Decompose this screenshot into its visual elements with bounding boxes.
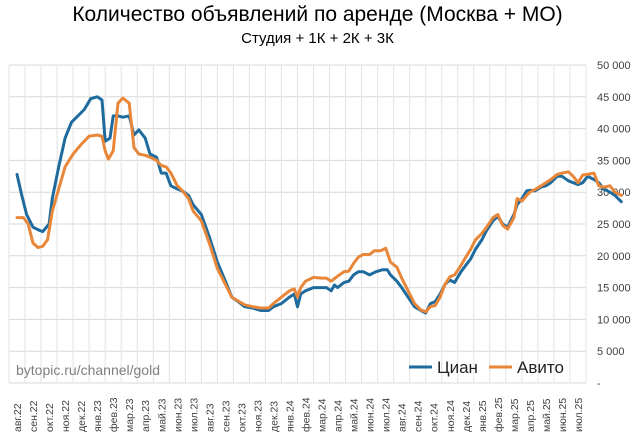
x-tick-label: мар.23 bbox=[124, 398, 136, 432]
x-tick-label: ноя.23 bbox=[252, 400, 264, 432]
x-tick-label: дек.23 bbox=[268, 401, 280, 432]
y-tick-label: 15 000 bbox=[597, 283, 631, 295]
series-line-avito bbox=[15, 96, 623, 314]
x-tick-label: авг.24 bbox=[397, 403, 409, 432]
x-tick-label: июн.24 bbox=[365, 398, 377, 432]
x-tick-label: июл.23 bbox=[188, 398, 200, 432]
x-tick-label: май.23 bbox=[156, 398, 168, 432]
x-tick-label: май.25 bbox=[541, 398, 553, 432]
x-tick-label: авг.23 bbox=[204, 403, 216, 432]
y-tick-label: 5 000 bbox=[597, 346, 625, 358]
legend: Циан Авито bbox=[409, 358, 564, 377]
watermark: bytopic.ru/channel/gold bbox=[16, 362, 160, 378]
x-tick-label: авг.22 bbox=[12, 403, 24, 432]
x-tick-label: окт.24 bbox=[429, 403, 441, 432]
x-tick-label: сен.24 bbox=[413, 400, 425, 432]
x-tick-label: янв.25 bbox=[477, 400, 489, 432]
series-lines bbox=[15, 95, 623, 315]
grid bbox=[8, 64, 587, 384]
y-tick-label: 50 000 bbox=[597, 60, 631, 72]
x-tick-label: фев.25 bbox=[493, 397, 505, 432]
x-tick-label: ноя.22 bbox=[60, 400, 72, 432]
x-tick-label: апр.25 bbox=[525, 400, 537, 432]
y-tick-label: 45 000 bbox=[597, 92, 631, 104]
y-tick-label: 10 000 bbox=[597, 314, 631, 326]
x-tick-label: июл.25 bbox=[573, 398, 585, 432]
x-tick-label: фев.23 bbox=[108, 397, 120, 432]
x-tick-label: дек.22 bbox=[76, 401, 88, 432]
y-tick-label: 35 000 bbox=[597, 155, 631, 167]
y-tick-label: - bbox=[597, 378, 601, 390]
x-tick-label: мар.25 bbox=[509, 398, 521, 432]
chart-subtitle: Студия + 1К + 2К + 3К bbox=[241, 30, 394, 47]
x-tick-label: май.24 bbox=[349, 398, 361, 432]
x-tick-label: июн.23 bbox=[172, 398, 184, 432]
x-tick-label: июн.25 bbox=[557, 398, 569, 432]
x-tick-label: янв.23 bbox=[92, 400, 104, 432]
x-tick-label: апр.23 bbox=[140, 400, 152, 432]
x-tick-label: апр.24 bbox=[333, 400, 345, 432]
y-tick-label: 40 000 bbox=[597, 124, 631, 136]
x-tick-label: июл.24 bbox=[381, 398, 393, 432]
chart-title: Количество объявлений по аренде (Москва … bbox=[72, 3, 563, 26]
x-tick-label: сен.22 bbox=[28, 400, 40, 432]
x-tick-label: окт.22 bbox=[44, 403, 56, 432]
x-tick-label: сен.23 bbox=[220, 400, 232, 432]
x-axis-ticks: авг.22 сен.22 окт.22 ноя.22 дек.22 янв.23 фев.… bbox=[12, 397, 585, 432]
x-tick-label: фев.24 bbox=[301, 397, 313, 432]
x-tick-label: мар.24 bbox=[317, 398, 329, 432]
series-line-cian bbox=[15, 95, 623, 315]
legend-label-cian: Циан bbox=[437, 358, 478, 377]
y-tick-label: 25 000 bbox=[597, 219, 631, 231]
x-tick-label: дек.24 bbox=[461, 401, 473, 432]
x-tick-label: янв.24 bbox=[284, 400, 296, 432]
y-tick-label: 20 000 bbox=[597, 251, 631, 263]
x-tick-label: ноя.24 bbox=[445, 400, 457, 432]
legend-label-avito: Авито bbox=[517, 358, 564, 377]
x-tick-label: окт.23 bbox=[236, 403, 248, 432]
